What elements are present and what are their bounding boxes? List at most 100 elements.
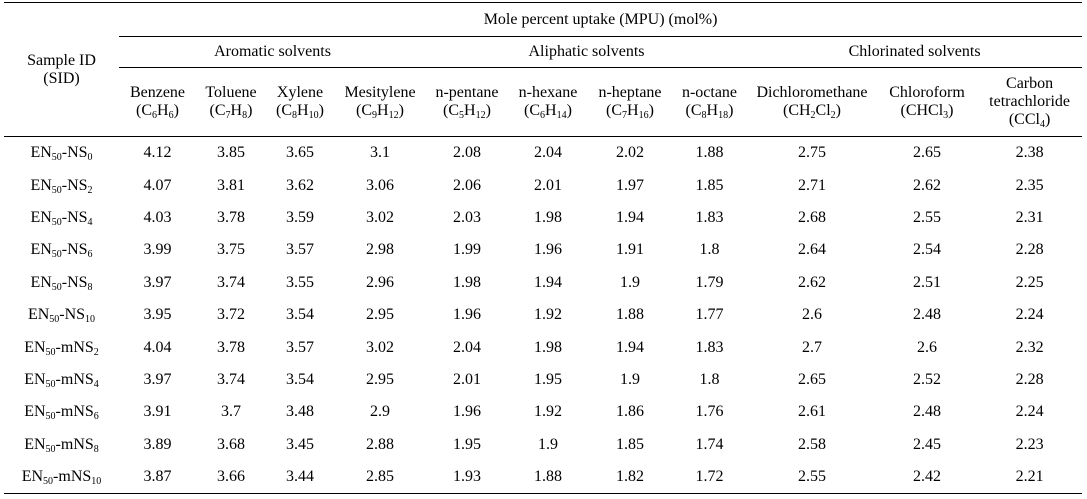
value-cell: 2.28	[1015, 241, 1044, 259]
value-cell: 3.85	[217, 144, 245, 162]
value-cell: 3.65	[286, 144, 314, 162]
value-cell: 3.78	[217, 338, 245, 356]
column-formula: (C6H6)	[136, 102, 179, 121]
value-cell: 2.24	[1015, 403, 1044, 421]
value-cell: 1.96	[453, 306, 481, 324]
value-cell: 2.95	[366, 370, 394, 388]
value-cell: 1.83	[695, 208, 724, 226]
value-cell: 2.55	[913, 208, 941, 226]
value-cell: 2.85	[334, 460, 426, 495]
value-cell: 1.8	[699, 370, 720, 388]
value-cell: 2.38	[1015, 144, 1044, 162]
value-cell: 1.95	[453, 435, 481, 453]
value-cell: 4.03	[143, 208, 172, 226]
value-cell: 2.96	[366, 273, 394, 291]
value-cell: 2.04	[534, 144, 562, 162]
main-header: Mole percent uptake (MPU) (mol%)	[119, 2, 1083, 37]
value-cell: 2.21	[977, 460, 1083, 495]
column-name: n-octane	[681, 84, 738, 101]
value-cell: 1.99	[453, 241, 481, 259]
table-row: EN50-NS0 4.12 3.85 3.65 3.1 2.08 2.04 2.02 1.88 2…	[4, 137, 1082, 170]
value-cell: 3.99	[143, 241, 172, 259]
value-cell: 1.82	[588, 460, 672, 495]
value-cell: 2.62	[913, 176, 941, 194]
value-cell: 1.8	[699, 241, 720, 259]
value-cell: 2.01	[534, 176, 562, 194]
value-cell: 3.54	[286, 306, 314, 324]
value-cell: 1.92	[534, 403, 562, 421]
value-cell: 2.65	[913, 144, 941, 162]
column-header-n-octane: n-octane (C8H18)	[672, 67, 747, 137]
value-cell: 1.85	[616, 435, 644, 453]
value-cell: 2.7	[802, 338, 822, 356]
value-cell: 3.06	[366, 176, 394, 194]
column-header-chloroform: Chloroform (CHCl3)	[877, 67, 977, 137]
value-cell: 3.45	[286, 435, 314, 453]
value-cell: 1.77	[695, 306, 724, 324]
value-cell: 2.61	[798, 403, 826, 421]
column-name: Dichloromethane	[756, 84, 868, 101]
value-cell: 2.08	[453, 144, 481, 162]
sample-id-cell: EN50-NS0	[30, 144, 93, 164]
value-cell: 2.6	[917, 338, 937, 356]
value-cell: 2.06	[453, 176, 481, 194]
table-row: EN50-NS6 3.99 3.75 3.57 2.98 1.99 1.96 1.91 1.8 2…	[4, 234, 1082, 266]
value-cell: 2.64	[798, 241, 826, 259]
value-cell: 1.83	[695, 338, 724, 356]
value-cell: 1.85	[695, 176, 724, 194]
value-cell: 2.71	[798, 176, 826, 194]
value-cell: 3.57	[286, 241, 314, 259]
column-formula: (C9H12)	[356, 102, 404, 121]
table-row: EN50-mNS2 4.04 3.78 3.57 3.02 2.04 1.98 1.94 1.8…	[4, 331, 1082, 363]
value-cell: 3.72	[217, 306, 245, 324]
value-cell: 1.72	[672, 460, 747, 495]
value-cell: 1.79	[695, 273, 724, 291]
column-name: Carbon	[1006, 75, 1054, 92]
value-cell: 3.59	[286, 208, 314, 226]
column-formula: (CHCl3)	[900, 102, 954, 121]
value-cell: 2.75	[798, 144, 826, 162]
value-cell: 1.96	[534, 241, 562, 259]
value-cell: 2.04	[453, 338, 481, 356]
table-row: EN50-mNS4 3.97 3.74 3.54 2.95 2.01 1.95 1.9 1.8 2…	[4, 364, 1082, 396]
value-cell: 3.48	[286, 403, 314, 421]
value-cell: 3.81	[217, 176, 245, 194]
value-cell: 2.03	[453, 208, 481, 226]
value-cell: 1.86	[616, 403, 644, 421]
value-cell: 3.89	[143, 435, 172, 453]
column-name: n-hexane	[518, 84, 578, 101]
value-cell: 3.02	[366, 208, 394, 226]
value-cell: 1.9	[620, 273, 640, 291]
sample-id-cell: EN50-mNS10	[4, 460, 119, 495]
column-name: Chloroform	[889, 84, 965, 101]
table-row: EN50-NS8 3.97 3.74 3.55 2.96 1.98 1.94 1.9 1.79 2…	[4, 267, 1082, 299]
value-cell: 2.55	[747, 460, 877, 495]
value-cell: 2.23	[1015, 435, 1044, 453]
value-cell: 3.97	[143, 273, 172, 291]
value-cell: 1.74	[695, 435, 724, 453]
value-cell: 3.74	[217, 273, 245, 291]
value-cell: 3.7	[221, 403, 241, 421]
value-cell: 2.25	[1015, 273, 1044, 291]
column-name: n-heptane	[598, 84, 662, 101]
value-cell: 2.98	[366, 241, 394, 259]
sample-id-cell: EN50-NS2	[30, 176, 93, 196]
value-cell: 3.91	[143, 403, 172, 421]
column-name: tetrachloride	[989, 93, 1070, 110]
column-formula: (C7H8)	[209, 102, 253, 121]
sample-id-cell: EN50-NS4	[30, 208, 93, 228]
column-header-carbon-tetrachloride: Carbon tetrachloride (CCl4)	[977, 67, 1083, 137]
value-cell: 3.78	[217, 208, 245, 226]
value-cell: 1.98	[534, 208, 562, 226]
table-row: EN50-mNS8 3.89 3.68 3.45 2.88 1.95 1.9 1.85 1.74…	[4, 429, 1082, 461]
column-formula: (C6H14)	[524, 102, 572, 121]
column-name: Xylene	[276, 84, 324, 101]
mpu-table: Sample ID (SID) Mole percent uptake (MPU…	[4, 2, 1083, 495]
value-cell: 2.28	[1015, 370, 1044, 388]
value-cell: 3.75	[217, 241, 245, 259]
value-cell: 1.94	[616, 208, 644, 226]
sid-header-line2: (SID)	[43, 69, 80, 87]
value-cell: 3.62	[286, 176, 314, 194]
value-cell: 2.02	[616, 144, 644, 162]
group-header-aliphatic: Aliphatic solvents	[426, 36, 747, 68]
